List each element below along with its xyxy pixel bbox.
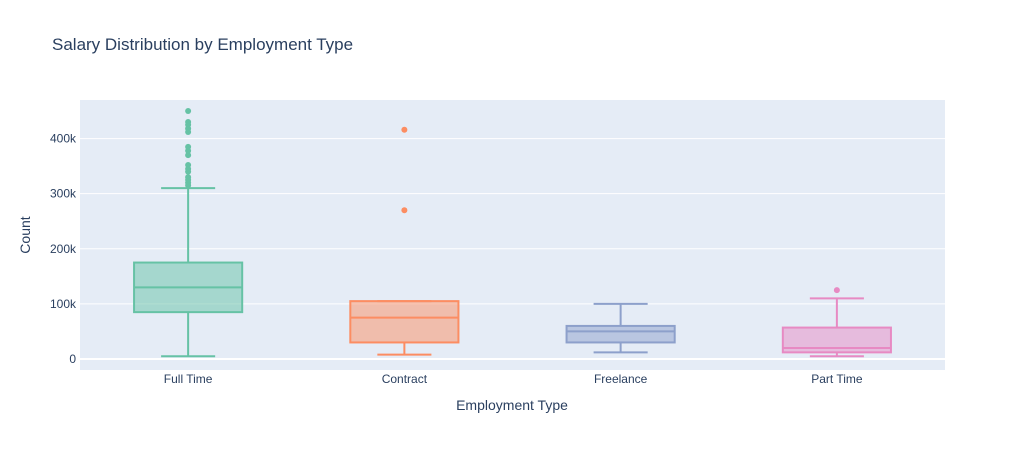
iqr-box [565,324,676,344]
iqr-box [349,300,460,344]
x-tick-label: Contract [382,372,428,386]
box-series [133,108,892,358]
outlier-point [185,162,192,169]
x-tick-label: Part Time [811,372,863,386]
outlier-point [401,126,408,133]
y-tick-label: 300k [50,187,77,201]
outlier-point [185,152,192,159]
x-axis-ticks: Full Time Contract Freelance Part Time [164,372,863,386]
chart-title: Salary Distribution by Employment Type [52,35,353,54]
outlier-point [833,287,840,294]
box-contract [349,126,460,356]
outlier-point [185,119,192,126]
outlier-point [401,207,408,214]
outlier-point [185,174,192,181]
y-axis-title: Count [17,216,33,253]
y-tick-label: 400k [50,132,77,146]
box-freelance [565,302,676,354]
box-part-time [781,287,892,358]
plot-area [80,100,945,370]
y-tick-label: 0 [69,352,76,366]
x-axis-title: Employment Type [456,397,568,413]
x-tick-label: Freelance [594,372,648,386]
outlier-point [185,108,192,115]
y-tick-label: 100k [50,297,77,311]
y-axis-ticks: 0 100k 200k 300k 400k [50,132,77,366]
y-tick-label: 200k [50,242,77,256]
x-tick-label: Full Time [164,372,213,386]
box-full-time [133,108,244,358]
outlier-point [185,143,192,150]
